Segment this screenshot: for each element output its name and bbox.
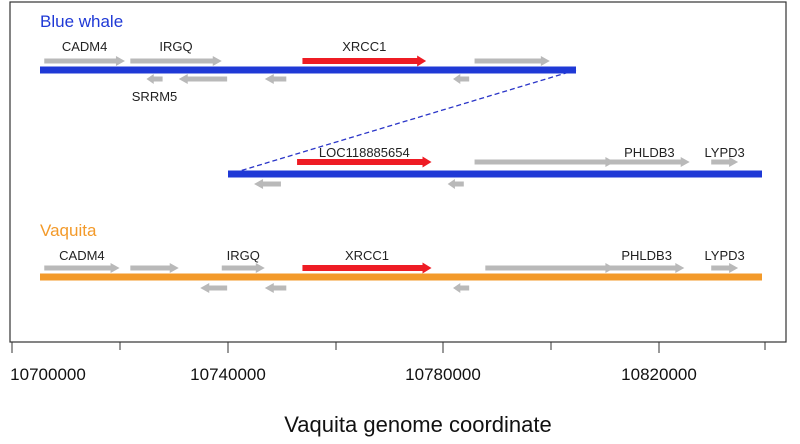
gene-arrow [485,263,615,273]
gene-arrow-srrm5 [146,74,163,84]
gene-arrow [264,283,287,293]
gene-arrow-cadm4 [44,56,125,66]
chromosome-bar [228,170,762,178]
track-blue_whale_lower: LOC118885654 PHLDB3 LYPD3 [228,145,762,189]
gene-label-irgq: IRGQ [227,248,260,263]
gene-label-xrcc1: XRCC1 [345,248,389,263]
gene-arrow [453,283,470,293]
gene-label-cadm4: CADM4 [62,39,108,54]
gene-arrow [178,74,228,84]
gene-arrow-phldb3 [609,157,690,167]
tick-label-10700000: 10700000 [10,365,86,384]
gene-arrow-lypd3 [711,263,739,273]
gene-arrow-irgq [130,56,222,66]
x-axis-title: Vaquita genome coordinate [284,412,551,437]
gene-label-phldb3: PHLDB3 [624,145,675,160]
tick-label-10820000: 10820000 [621,365,697,384]
gene-label-xrcc1: XRCC1 [342,39,386,54]
gene-arrow [474,56,550,66]
chromosome-bar [40,66,576,74]
chromosome-bar [40,273,762,281]
plot-frame [9,1,787,343]
axis-ticks [11,342,766,353]
tracks-layer: CADM4 IRGQ SRRM5 XRCC1 LOC118885654 PHLDB3 LYP… [40,39,762,293]
gene-arrow [474,157,615,167]
tick-label-10780000: 10780000 [405,365,481,384]
gene-label-lypd3: LYPD3 [705,145,745,160]
gene-arrow-phldb3 [609,263,685,273]
gene-arrow [264,74,287,84]
gene-arrow-loc118885654 [297,156,432,168]
gene-arrow [447,179,464,189]
gene-arrow [130,263,179,273]
gene-arrow-irgq [221,263,265,273]
synteny-connector [232,69,577,174]
gene-arrow [254,179,281,189]
blue-whale-title: Blue whale [40,12,123,31]
gene-arrow-xrcc1 [302,262,432,274]
gene-label-phldb3: PHLDB3 [621,248,672,263]
gene-label-irgq: IRGQ [159,39,192,54]
track-vaquita: CADM4 IRGQ XRCC1 PHLDB3 LYPD3 [40,248,762,293]
gene-arrow [200,283,228,293]
gene-arrow-cadm4 [44,263,120,273]
tick-label-10740000: 10740000 [190,365,266,384]
gene-label-cadm4: CADM4 [59,248,105,263]
gene-arrow-xrcc1 [302,55,427,67]
vaquita-title: Vaquita [40,221,97,240]
gene-label-loc118885654: LOC118885654 [319,145,410,160]
track-blue_whale_upper: CADM4 IRGQ SRRM5 XRCC1 [40,39,576,104]
gene-arrow-lypd3 [711,157,739,167]
gene-label-lypd3: LYPD3 [705,248,745,263]
gene-arrow [453,74,470,84]
gene-label-srrm5: SRRM5 [132,89,178,104]
